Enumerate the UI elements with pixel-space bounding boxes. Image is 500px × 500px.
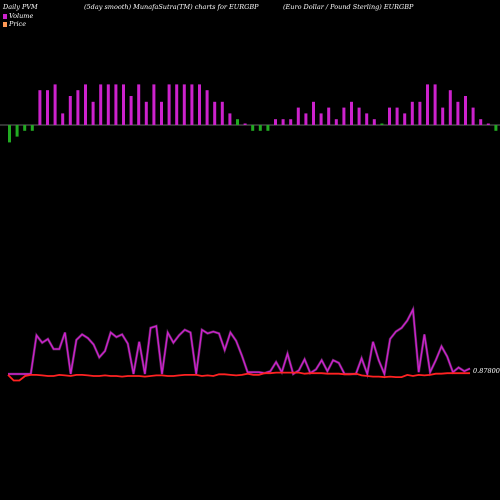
volume-bar <box>129 96 133 125</box>
volume-bar <box>15 125 19 137</box>
volume-bar <box>365 113 369 125</box>
volume-bar <box>122 84 125 125</box>
volume-bar <box>334 119 338 125</box>
volume-bar <box>304 113 308 125</box>
volume-bar <box>441 107 445 125</box>
volume-bar <box>296 107 300 125</box>
legend-item-price: Price <box>3 20 26 28</box>
volume-bar <box>220 101 224 125</box>
volume-bar <box>53 84 57 125</box>
volume-bar <box>486 123 490 125</box>
volume-line <box>8 307 471 377</box>
volume-bar <box>380 123 384 125</box>
chart-header-left: Daily PVM <box>3 3 38 11</box>
volume-line-glow <box>8 304 471 380</box>
volume-bar <box>99 84 103 125</box>
volume-bar <box>38 90 42 125</box>
volume-bar <box>471 107 475 125</box>
volume-bar <box>494 125 498 131</box>
volume-bar <box>30 125 34 131</box>
volume-bar <box>350 101 353 125</box>
volume-bar <box>342 107 346 125</box>
volume-bar <box>182 84 186 125</box>
volume-bar <box>418 101 422 125</box>
volume-bar <box>479 119 483 125</box>
volume-bar <box>46 90 49 125</box>
volume-bar <box>144 101 148 125</box>
volume-bar <box>198 84 201 125</box>
volume-bar <box>456 101 460 125</box>
volume-bar <box>84 84 87 125</box>
legend-volume-swatch <box>3 13 7 19</box>
volume-bar <box>426 84 429 125</box>
volume-bar <box>433 84 437 125</box>
volume-bar <box>312 101 315 125</box>
volume-bar <box>213 101 217 125</box>
volume-bar <box>91 101 95 125</box>
volume-bar <box>395 107 399 125</box>
volume-bar <box>327 107 331 125</box>
chart-header-right: (Euro Dollar / Pound Sterling) EURGBP <box>283 3 414 11</box>
volume-bar <box>23 125 27 131</box>
volume-bar <box>388 107 391 125</box>
volume-bar <box>8 125 11 143</box>
volume-bar <box>190 84 194 125</box>
volume-bar <box>464 96 467 125</box>
volume-bar <box>167 84 171 125</box>
volume-bar <box>289 119 293 125</box>
price-line <box>7 371 470 382</box>
volume-bar <box>152 84 156 125</box>
volume-bar <box>448 90 452 125</box>
volume-bar <box>410 101 414 125</box>
volume-bar <box>319 113 323 125</box>
volume-bar <box>258 125 262 131</box>
volume-bar <box>61 113 65 125</box>
legend-price-label: Price <box>9 20 27 28</box>
volume-bar <box>266 125 270 131</box>
volume-bar <box>175 84 179 125</box>
legend-volume-label: Volume <box>9 12 34 20</box>
volume-bar <box>236 119 239 125</box>
legend-item-volume: Volume <box>3 12 33 20</box>
volume-bar <box>106 84 110 125</box>
volume-bar <box>403 113 407 125</box>
volume-bar <box>372 119 376 125</box>
volume-bar <box>281 119 285 125</box>
volume-bar <box>243 123 247 125</box>
volume-bar <box>274 119 277 125</box>
chart-header-mid: (5day smooth) MunafaSutra(TM) charts for… <box>84 3 259 11</box>
volume-bar <box>76 90 80 125</box>
volume-bar <box>205 90 209 125</box>
volume-bar <box>357 107 361 125</box>
volume-bar <box>160 101 163 125</box>
volume-bar <box>251 125 255 131</box>
volume-bar <box>137 84 141 125</box>
price-reference-label: 0.87800 <box>473 366 500 375</box>
volume-bar <box>68 96 72 125</box>
legend-price-swatch <box>3 21 7 27</box>
volume-bar <box>228 113 232 125</box>
volume-bar <box>114 84 118 125</box>
